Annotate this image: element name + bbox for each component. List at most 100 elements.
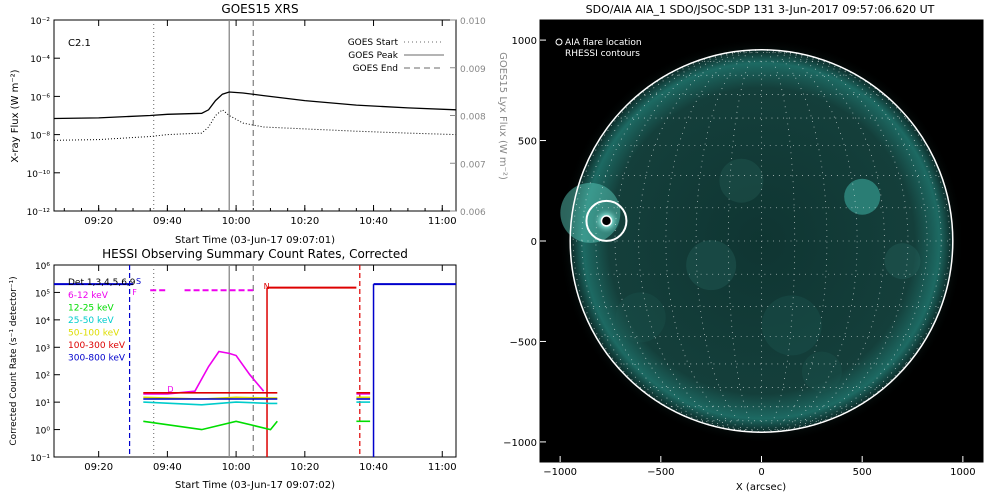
flare-class-label: C2.1 [68,38,91,49]
goes-ytick-label: 10⁻⁶ [30,93,50,103]
flare-location-circle [585,199,628,242]
aia-legend-symbol [555,38,563,46]
aia-title: SDO/AIA AIA_1 SDO/JSOC-SDP 131 3-Jun-201… [586,3,935,16]
aia-ytick-label: −1000 [503,438,537,449]
hessi-ytick-label: 10⁰ [35,427,50,437]
hessi-legend-label: 50-100 keV [68,329,120,339]
hessi-xtick-label: 10:20 [290,462,319,473]
aia-ytick-label: −500 [510,337,537,348]
hessi-xtick-label: 10:00 [222,462,251,473]
aia-legend-label: RHESSI contours [565,49,640,59]
goes-ytick-label: 10⁻² [30,17,50,27]
active-region [761,295,822,356]
active-region [844,178,881,215]
goes-y2tick-label: 0.006 [460,208,486,218]
goes-y2tick-label: 0.009 [460,65,486,75]
hessi-flag-label: N [264,282,270,291]
aia-ytick-label: 500 [518,137,537,148]
aia-legend-label: AIA flare location [565,38,642,48]
aia-panel: SDO/AIA AIA_1 SDO/JSOC-SDP 131 3-Jun-201… [503,3,984,493]
goes-legend-label: GOES End [353,64,398,74]
aia-xtick-label: 0 [758,467,764,478]
hessi-ytick-label: 10⁻¹ [30,454,50,464]
hessi-legend-label: 25-50 keV [68,316,114,326]
goes-plot-frame [53,19,457,212]
hessi-flag-label: F [132,288,137,297]
grid-longitude [761,49,885,433]
hessi-legend-label: 6-12 keV [68,291,109,301]
hessi-panel: HESSI Observing Summary Count Rates, Cor… [9,247,457,491]
hessi-xtick-label: 10:40 [359,462,388,473]
aia-image [558,38,965,444]
hessi-legend: Det 1,3,4,5,6,9 6-12 keV 12-25 keV 25-50 ke… [68,278,136,364]
goes-ytick-label: 10⁻⁴ [30,55,50,65]
goes-legend: GOES Start GOES Peak GOES End [348,38,444,74]
hessi-event-lines [128,265,361,457]
aia-ytick-label: 1000 [512,36,537,47]
goes-y2tick-label: 0.010 [460,17,486,27]
grid-longitude [638,49,762,433]
grid-longitude [761,49,858,433]
aia-xtick-label: −500 [647,467,674,478]
hessi-legend-title: Det 1,3,4,5,6,9 [68,278,136,288]
hessi-axes: 09:20 09:40 10:00 10:20 10:40 11:00 10⁶ 10⁵ 10⁴ 1… [30,262,456,473]
grid-longitude [581,49,762,433]
solar-limb [569,48,954,434]
hessi-xtick-label: 09:20 [84,462,113,473]
hessi-xtick-label: 11:00 [428,462,457,473]
grid-longitude [761,49,942,433]
goes-ytick-label: 10⁻¹⁰ [27,170,51,180]
goes-y2tick-label: 0.007 [460,160,486,170]
goes-panel: GOES15 XRS 09:20 09:40 10:00 10:20 10:40 11:0… [10,2,508,246]
goes-xtick-label: 10:00 [222,216,251,227]
hessi-ytick-label: 10³ [35,344,50,354]
aia-axes: −1000 −500 0 500 1000 1000 500 0 −500 −1000 [503,36,975,478]
hessi-ytick-label: 10¹ [35,399,50,409]
goes-series [53,91,457,141]
goes-event-lines [152,20,254,211]
hessi-xlabel: Start Time (03-Jun-17 09:07:02) [175,480,335,491]
hessi-flags: SF N D [132,277,269,394]
hessi-series-line [143,401,278,406]
aia-xtick-label: 500 [853,467,872,478]
goes-y2label: GOES15 Lyx Flux (W m⁻²) [497,52,508,180]
goes-series-line [53,109,457,141]
rhessi-contour [600,215,613,227]
aia-xtick-label: 1000 [950,467,975,478]
active-region [884,243,921,280]
hessi-flag-label: S [136,277,141,286]
goes-xtick-label: 09:20 [84,216,113,227]
goes-ylabel: X-ray Flux (W m⁻²) [10,69,21,162]
hessi-ytick-label: 10⁴ [35,317,50,327]
active-region [686,240,737,291]
hessi-series [54,283,456,457]
goes-title: GOES15 XRS [221,2,298,16]
hessi-ytick-label: 10⁶ [35,262,50,272]
grid-longitude [665,49,762,433]
goes-xtick-label: 10:20 [290,216,319,227]
goes-xtick-label: 11:00 [428,216,457,227]
goes-xlabel: Start Time (03-Jun-17 09:07:01) [175,235,335,246]
goes-series-line [53,91,457,120]
hessi-legend-label: 100-300 keV [68,341,126,351]
hessi-ytick-label: 10⁵ [35,289,50,299]
hessi-series-line [143,420,278,431]
hessi-series-line [143,350,265,395]
active-region [719,158,764,203]
hessi-title: HESSI Observing Summary Count Rates, Cor… [102,247,408,261]
goes-ytick-label: 10⁻⁸ [30,132,50,142]
goes-axes: 09:20 09:40 10:00 10:20 10:40 11:00 10⁻² 10⁻⁴ 10… [27,17,486,227]
active-region [615,292,666,343]
goes-y2tick-label: 0.008 [460,113,486,123]
aia-ytick-label: 0 [531,237,537,248]
hessi-flag-label: D [167,385,173,394]
hessi-plot-frame [53,264,457,458]
goes-legend-label: GOES Peak [348,51,398,61]
aia-xtick-label: −1000 [543,467,577,478]
hessi-legend-label: 12-25 keV [68,304,114,314]
goes-xtick-label: 09:40 [153,216,182,227]
hessi-ylabel: Corrected Count Rate (s⁻¹ detector⁻¹) [9,276,19,445]
goes-xtick-label: 10:40 [359,216,388,227]
